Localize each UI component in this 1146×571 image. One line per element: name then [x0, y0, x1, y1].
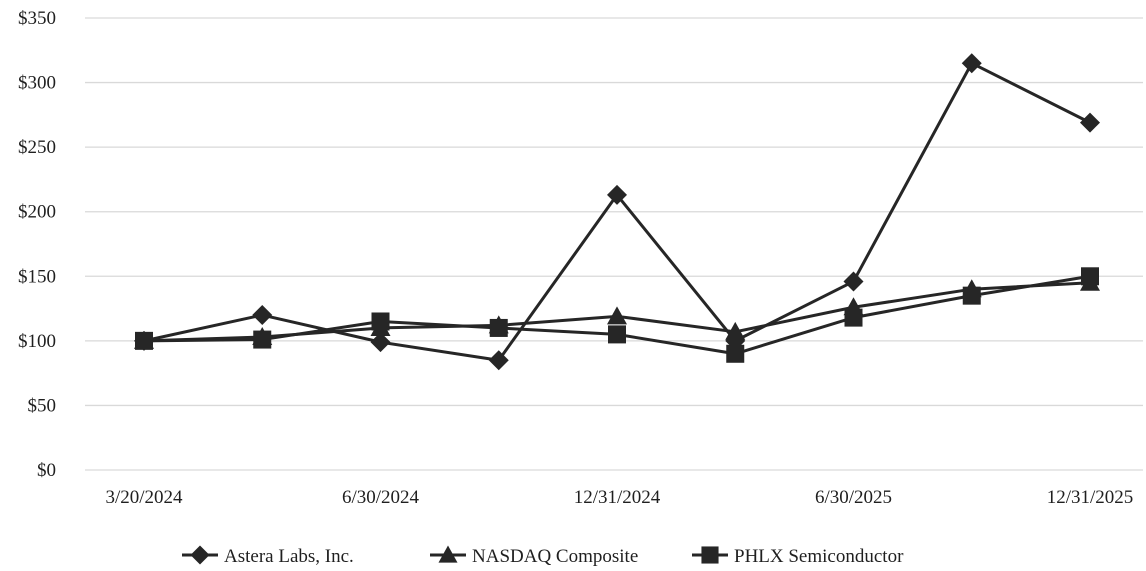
- data-point-square: [726, 344, 745, 363]
- data-point-diamond: [370, 332, 391, 353]
- y-tick-label: $150: [18, 266, 56, 287]
- legend-item: NASDAQ Composite: [430, 545, 638, 567]
- data-point-square: [1081, 267, 1099, 286]
- data-point-diamond: [488, 350, 509, 371]
- series-layer: [134, 53, 1100, 371]
- legend-label: NASDAQ Composite: [472, 546, 638, 567]
- legend-label: Astera Labs, Inc.: [224, 546, 354, 567]
- data-point-diamond: [607, 184, 627, 205]
- data-point-square: [962, 286, 981, 305]
- data-point-diamond: [252, 305, 273, 326]
- legend-label: PHLX Semiconductor: [734, 546, 904, 567]
- x-axis-ticks: 3/20/2024 6/30/2024 12/31/2024 6/30/2025 12/…: [105, 487, 1133, 508]
- data-point-triangle: [725, 321, 746, 340]
- y-tick-label: $300: [18, 73, 56, 94]
- data-point-triangle: [607, 306, 627, 325]
- y-tick-label: $100: [18, 331, 56, 352]
- gridlines: [85, 17, 1143, 471]
- y-tick-label: $350: [18, 8, 56, 29]
- legend-marker-triangle: [438, 545, 458, 563]
- x-tick-label: 6/30/2025: [815, 487, 892, 508]
- x-tick-label: 12/31/2025: [1047, 487, 1134, 508]
- y-tick-label: $250: [18, 137, 56, 158]
- legend-item: PHLX Semiconductor: [692, 546, 904, 567]
- data-point-diamond: [843, 271, 864, 292]
- y-tick-label: $50: [28, 395, 57, 416]
- series-square: [135, 267, 1099, 363]
- legend-item: Astera Labs, Inc.: [182, 545, 354, 567]
- legend-marker-diamond: [190, 545, 210, 565]
- data-point-square: [608, 325, 626, 344]
- data-point-square: [135, 331, 153, 350]
- x-tick-label: 12/31/2024: [574, 487, 661, 508]
- data-point-square: [371, 312, 390, 331]
- y-tick-label: $0: [37, 460, 56, 481]
- data-point-square: [253, 330, 272, 349]
- legend: Astera Labs, Inc. NASDAQ Composite PHLX Se…: [182, 545, 904, 567]
- x-tick-label: 6/30/2024: [342, 487, 420, 508]
- y-axis-ticks: $0 $50 $100 $150 $200 $250 $300 $350: [18, 8, 56, 481]
- data-point-square: [844, 308, 863, 327]
- data-point-diamond: [1080, 112, 1100, 133]
- series-diamond: [134, 53, 1100, 371]
- data-point-square: [489, 318, 508, 337]
- legend-marker-square: [701, 546, 719, 564]
- y-tick-label: $200: [18, 202, 56, 223]
- data-point-diamond: [961, 53, 982, 74]
- x-tick-label: 3/20/2024: [105, 487, 183, 508]
